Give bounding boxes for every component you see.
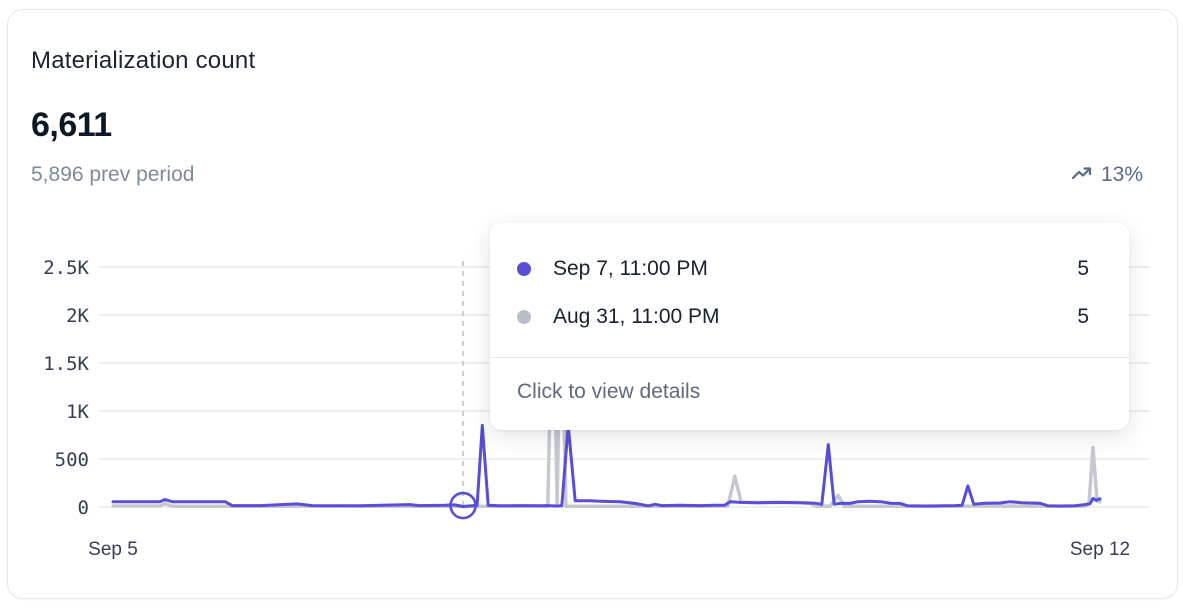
y-axis-tick-label: 2.5K — [43, 257, 89, 279]
current-period-line — [111, 423, 1102, 508]
chart-tooltip[interactable]: Sep 7, 11:00 PM 5 Aug 31, 11:00 PM 5 Cli… — [490, 223, 1129, 430]
card-title: Materialization count — [31, 47, 256, 74]
current-series-dot-icon — [517, 262, 531, 276]
trend-indicator: 13% — [1070, 163, 1143, 187]
trend-up-icon — [1070, 163, 1094, 187]
metric-value: 6,611 — [31, 106, 112, 144]
tooltip-click-hint: Click to view details — [517, 380, 701, 403]
trend-percent: 13% — [1100, 163, 1143, 186]
tooltip-divider — [490, 357, 1129, 358]
y-axis-tick-label: 500 — [55, 449, 89, 471]
y-axis-tick-label: 1K — [66, 401, 89, 423]
x-axis-tick-label: Sep 12 — [1070, 539, 1130, 560]
tooltip-value: 5 — [1077, 305, 1089, 328]
y-axis-tick-label: 2K — [66, 305, 89, 327]
tooltip-date: Sep 7, 11:00 PM — [553, 257, 708, 280]
tooltip-row-current: Sep 7, 11:00 PM 5 — [490, 247, 1129, 291]
tooltip-date: Aug 31, 11:00 PM — [553, 305, 720, 328]
tooltip-value: 5 — [1077, 257, 1089, 280]
hover-point-marker — [449, 491, 477, 520]
x-axis-tick-label: Sep 5 — [88, 539, 138, 560]
prev-period-value: 5,896 prev period — [31, 163, 195, 186]
previous-series-dot-icon — [517, 310, 531, 324]
y-axis-tick-label: 1.5K — [43, 353, 89, 375]
y-axis-tick-label: 0 — [78, 497, 89, 519]
tooltip-row-previous: Aug 31, 11:00 PM 5 — [490, 295, 1129, 339]
